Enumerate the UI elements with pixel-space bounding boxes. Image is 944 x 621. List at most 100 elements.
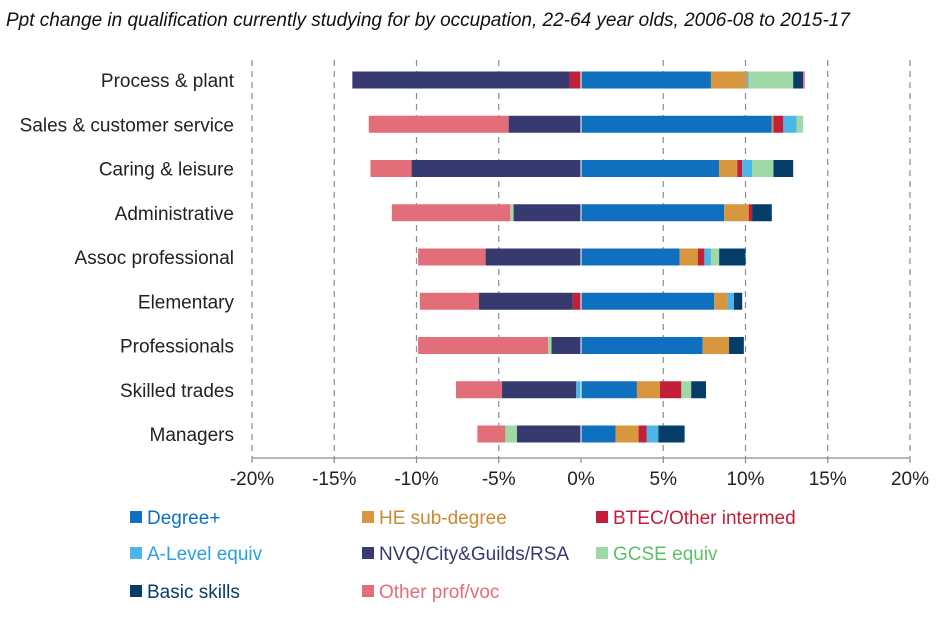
bar-segment: [418, 248, 486, 266]
bar-segment: [742, 160, 753, 177]
bar-segment: [719, 248, 746, 266]
bar-segment: [646, 425, 659, 443]
bar-segment: [773, 160, 794, 177]
bar-segment: [733, 292, 743, 310]
chart-title: Ppt change in qualification currently st…: [6, 10, 850, 31]
bar-segment: [737, 160, 743, 177]
bar-segment: [581, 292, 715, 310]
bar-segment: [771, 115, 774, 133]
bar-segment: [581, 160, 720, 177]
x-tick-label: -10%: [394, 469, 438, 490]
bar-segment: [719, 160, 738, 177]
x-tick-label: 0%: [567, 469, 595, 490]
legend-swatch: [130, 547, 142, 559]
bar-segment: [485, 248, 581, 266]
bar-segment: [581, 381, 637, 399]
bar-segment: [615, 425, 639, 443]
bar-segment: [748, 71, 794, 89]
bar-segment: [691, 381, 707, 399]
bar-segment: [704, 248, 711, 266]
bar-segment: [576, 381, 581, 399]
bar-segment: [773, 115, 784, 133]
category-label: Elementary: [138, 292, 235, 313]
bar-segment: [548, 337, 552, 354]
legend-swatch: [130, 511, 142, 523]
legend-label: A-Level equiv: [147, 544, 263, 565]
bar-segment: [681, 381, 692, 399]
legend-label: HE sub-degree: [379, 508, 507, 529]
legend-swatch: [362, 585, 374, 597]
category-label: Caring & leisure: [99, 160, 234, 181]
legend-swatch: [130, 585, 142, 597]
bar-segment: [747, 71, 749, 89]
x-tick-label: 15%: [809, 469, 847, 490]
bar-segment: [391, 204, 511, 222]
bar-segment: [638, 425, 647, 443]
bar-segment: [368, 115, 509, 133]
bar-segment: [513, 204, 581, 222]
bar-segment: [370, 160, 412, 177]
category-label: Administrative: [115, 204, 234, 225]
bar-segment: [581, 337, 703, 354]
bar-segment: [748, 204, 753, 222]
bar-segment: [752, 160, 774, 177]
bar-segment: [659, 381, 682, 399]
bar-segment: [411, 160, 581, 177]
bar-segment: [710, 248, 720, 266]
bar-segment: [793, 71, 804, 89]
bar-segment: [455, 381, 503, 399]
bar-segment: [508, 115, 581, 133]
bar-segment: [658, 425, 685, 443]
legend-label: NVQ/City&Guilds/RSA: [379, 544, 569, 565]
category-label: Sales & customer service: [20, 115, 234, 136]
bar-segment: [783, 115, 797, 133]
category-label: Process & plant: [101, 71, 235, 92]
legend-swatch: [596, 547, 608, 559]
legend-label: Other prof/voc: [379, 582, 499, 603]
bar-segment: [724, 204, 749, 222]
bar-segment: [352, 71, 570, 89]
bar-segment: [502, 381, 577, 399]
bar-segment: [697, 248, 705, 266]
bar-segment: [516, 425, 581, 443]
legend-swatch: [362, 511, 374, 523]
bar-segment: [679, 248, 698, 266]
bar-segment: [702, 337, 730, 354]
bar-segment: [479, 292, 573, 310]
bar-segment: [581, 71, 711, 89]
x-tick-label: 10%: [726, 469, 764, 490]
legend-label: BTEC/Other intermed: [613, 508, 796, 529]
bar-segment: [803, 71, 805, 89]
bar-segment: [796, 115, 804, 133]
category-label: Managers: [150, 425, 235, 446]
category-label: Professionals: [120, 337, 234, 358]
bar-segment: [714, 292, 728, 310]
bar-segment: [510, 204, 514, 222]
legend-swatch: [362, 547, 374, 559]
bar-segment: [727, 292, 734, 310]
bar-segment: [569, 71, 581, 89]
legend-label: Degree+: [147, 508, 220, 529]
x-tick-label: -15%: [312, 469, 356, 490]
bar-segment: [505, 425, 517, 443]
bar-segment: [710, 71, 748, 89]
x-tick-label: -5%: [482, 469, 516, 490]
bar-segment: [572, 292, 581, 310]
x-tick-label: 5%: [650, 469, 678, 490]
legend-label: Basic skills: [147, 582, 240, 603]
bar-segment: [581, 248, 680, 266]
x-tick-label: 20%: [891, 469, 929, 490]
category-label: Assoc professional: [75, 248, 234, 269]
legend-swatch: [596, 511, 608, 523]
bar-segment: [419, 292, 480, 310]
bar-segment: [729, 337, 744, 354]
bar-segment: [551, 337, 581, 354]
bar-segment: [477, 425, 506, 443]
x-tick-label: -20%: [230, 469, 274, 490]
bar-segment: [581, 204, 725, 222]
bar-segment: [581, 115, 772, 133]
bar-segment: [636, 381, 660, 399]
legend-label: GCSE equiv: [613, 544, 718, 565]
category-label: Skilled trades: [120, 381, 234, 402]
